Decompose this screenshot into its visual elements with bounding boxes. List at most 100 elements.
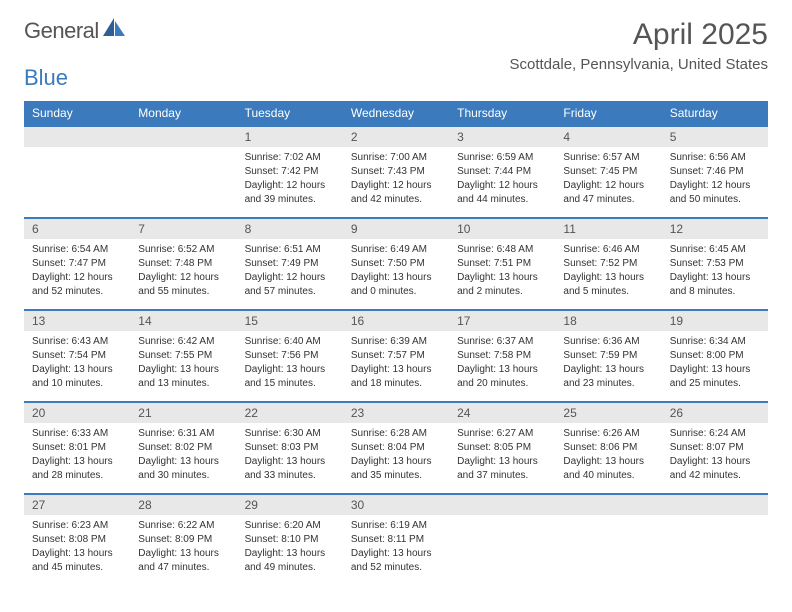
day-content: Sunrise: 6:59 AMSunset: 7:44 PMDaylight:… [449,147,555,215]
calendar-day-cell [662,494,768,585]
day-content: Sunrise: 6:46 AMSunset: 7:52 PMDaylight:… [555,239,661,307]
day-content: Sunrise: 6:30 AMSunset: 8:03 PMDaylight:… [237,423,343,491]
calendar-day-cell [24,126,130,218]
weekday-header: Wednesday [343,101,449,126]
day-number [449,495,555,515]
calendar-week-row: 20Sunrise: 6:33 AMSunset: 8:01 PMDayligh… [24,402,768,494]
day-content: Sunrise: 6:52 AMSunset: 7:48 PMDaylight:… [130,239,236,307]
day-content: Sunrise: 6:20 AMSunset: 8:10 PMDaylight:… [237,515,343,583]
day-content: Sunrise: 6:51 AMSunset: 7:49 PMDaylight:… [237,239,343,307]
day-content: Sunrise: 6:43 AMSunset: 7:54 PMDaylight:… [24,331,130,399]
calendar-day-cell: 6Sunrise: 6:54 AMSunset: 7:47 PMDaylight… [24,218,130,310]
calendar-day-cell: 11Sunrise: 6:46 AMSunset: 7:52 PMDayligh… [555,218,661,310]
day-content: Sunrise: 6:34 AMSunset: 8:00 PMDaylight:… [662,331,768,399]
calendar-day-cell: 10Sunrise: 6:48 AMSunset: 7:51 PMDayligh… [449,218,555,310]
day-content: Sunrise: 6:26 AMSunset: 8:06 PMDaylight:… [555,423,661,491]
calendar-day-cell: 18Sunrise: 6:36 AMSunset: 7:59 PMDayligh… [555,310,661,402]
location-text: Scottdale, Pennsylvania, United States [510,56,769,73]
weekday-header-row: SundayMondayTuesdayWednesdayThursdayFrid… [24,101,768,126]
calendar-day-cell [555,494,661,585]
calendar-day-cell: 25Sunrise: 6:26 AMSunset: 8:06 PMDayligh… [555,402,661,494]
day-content: Sunrise: 6:37 AMSunset: 7:58 PMDaylight:… [449,331,555,399]
day-number: 5 [662,127,768,147]
day-number: 6 [24,219,130,239]
calendar-day-cell: 17Sunrise: 6:37 AMSunset: 7:58 PMDayligh… [449,310,555,402]
day-content: Sunrise: 6:22 AMSunset: 8:09 PMDaylight:… [130,515,236,583]
day-content: Sunrise: 7:00 AMSunset: 7:43 PMDaylight:… [343,147,449,215]
calendar-week-row: 6Sunrise: 6:54 AMSunset: 7:47 PMDaylight… [24,218,768,310]
day-content: Sunrise: 6:24 AMSunset: 8:07 PMDaylight:… [662,423,768,491]
day-number: 28 [130,495,236,515]
calendar-day-cell: 29Sunrise: 6:20 AMSunset: 8:10 PMDayligh… [237,494,343,585]
day-content: Sunrise: 6:45 AMSunset: 7:53 PMDaylight:… [662,239,768,307]
calendar-day-cell: 4Sunrise: 6:57 AMSunset: 7:45 PMDaylight… [555,126,661,218]
day-number: 15 [237,311,343,331]
day-number [555,495,661,515]
day-content: Sunrise: 6:48 AMSunset: 7:51 PMDaylight:… [449,239,555,307]
weekday-header: Friday [555,101,661,126]
day-number: 11 [555,219,661,239]
calendar-day-cell: 2Sunrise: 7:00 AMSunset: 7:43 PMDaylight… [343,126,449,218]
calendar-day-cell: 15Sunrise: 6:40 AMSunset: 7:56 PMDayligh… [237,310,343,402]
day-number: 9 [343,219,449,239]
calendar-day-cell: 24Sunrise: 6:27 AMSunset: 8:05 PMDayligh… [449,402,555,494]
calendar-table: SundayMondayTuesdayWednesdayThursdayFrid… [24,101,768,585]
calendar-day-cell: 27Sunrise: 6:23 AMSunset: 8:08 PMDayligh… [24,494,130,585]
day-number: 14 [130,311,236,331]
day-number [662,495,768,515]
day-number: 3 [449,127,555,147]
day-number: 27 [24,495,130,515]
day-number: 1 [237,127,343,147]
day-number: 25 [555,403,661,423]
day-number: 12 [662,219,768,239]
calendar-day-cell: 16Sunrise: 6:39 AMSunset: 7:57 PMDayligh… [343,310,449,402]
day-content: Sunrise: 6:31 AMSunset: 8:02 PMDaylight:… [130,423,236,491]
calendar-week-row: 13Sunrise: 6:43 AMSunset: 7:54 PMDayligh… [24,310,768,402]
day-content: Sunrise: 6:33 AMSunset: 8:01 PMDaylight:… [24,423,130,491]
logo-sail-icon [103,18,125,41]
logo-text-blue: Blue [24,65,68,91]
calendar-day-cell: 23Sunrise: 6:28 AMSunset: 8:04 PMDayligh… [343,402,449,494]
calendar-body: 1Sunrise: 7:02 AMSunset: 7:42 PMDaylight… [24,126,768,585]
day-number: 8 [237,219,343,239]
day-number: 4 [555,127,661,147]
calendar-day-cell: 22Sunrise: 6:30 AMSunset: 8:03 PMDayligh… [237,402,343,494]
day-number: 30 [343,495,449,515]
weekday-header: Thursday [449,101,555,126]
day-number: 24 [449,403,555,423]
calendar-day-cell: 7Sunrise: 6:52 AMSunset: 7:48 PMDaylight… [130,218,236,310]
day-number: 26 [662,403,768,423]
calendar-day-cell: 8Sunrise: 6:51 AMSunset: 7:49 PMDaylight… [237,218,343,310]
calendar-day-cell: 26Sunrise: 6:24 AMSunset: 8:07 PMDayligh… [662,402,768,494]
day-content: Sunrise: 6:56 AMSunset: 7:46 PMDaylight:… [662,147,768,215]
calendar-day-cell: 5Sunrise: 6:56 AMSunset: 7:46 PMDaylight… [662,126,768,218]
day-number: 13 [24,311,130,331]
calendar-day-cell: 19Sunrise: 6:34 AMSunset: 8:00 PMDayligh… [662,310,768,402]
day-content: Sunrise: 6:54 AMSunset: 7:47 PMDaylight:… [24,239,130,307]
calendar-day-cell: 28Sunrise: 6:22 AMSunset: 8:09 PMDayligh… [130,494,236,585]
day-number [24,127,130,147]
calendar-day-cell [130,126,236,218]
day-content: Sunrise: 6:49 AMSunset: 7:50 PMDaylight:… [343,239,449,307]
day-content: Sunrise: 6:36 AMSunset: 7:59 PMDaylight:… [555,331,661,399]
weekday-header: Monday [130,101,236,126]
logo: General [24,18,127,44]
day-number: 21 [130,403,236,423]
day-content: Sunrise: 6:40 AMSunset: 7:56 PMDaylight:… [237,331,343,399]
day-content: Sunrise: 6:27 AMSunset: 8:05 PMDaylight:… [449,423,555,491]
calendar-day-cell: 21Sunrise: 6:31 AMSunset: 8:02 PMDayligh… [130,402,236,494]
day-content: Sunrise: 6:23 AMSunset: 8:08 PMDaylight:… [24,515,130,583]
weekday-header: Tuesday [237,101,343,126]
calendar-day-cell: 12Sunrise: 6:45 AMSunset: 7:53 PMDayligh… [662,218,768,310]
weekday-header: Saturday [662,101,768,126]
day-content: Sunrise: 6:19 AMSunset: 8:11 PMDaylight:… [343,515,449,583]
day-number [130,127,236,147]
day-number: 17 [449,311,555,331]
calendar-day-cell: 9Sunrise: 6:49 AMSunset: 7:50 PMDaylight… [343,218,449,310]
day-content: Sunrise: 6:42 AMSunset: 7:55 PMDaylight:… [130,331,236,399]
calendar-day-cell: 14Sunrise: 6:42 AMSunset: 7:55 PMDayligh… [130,310,236,402]
day-number: 7 [130,219,236,239]
day-number: 10 [449,219,555,239]
calendar-day-cell: 20Sunrise: 6:33 AMSunset: 8:01 PMDayligh… [24,402,130,494]
calendar-week-row: 1Sunrise: 7:02 AMSunset: 7:42 PMDaylight… [24,126,768,218]
